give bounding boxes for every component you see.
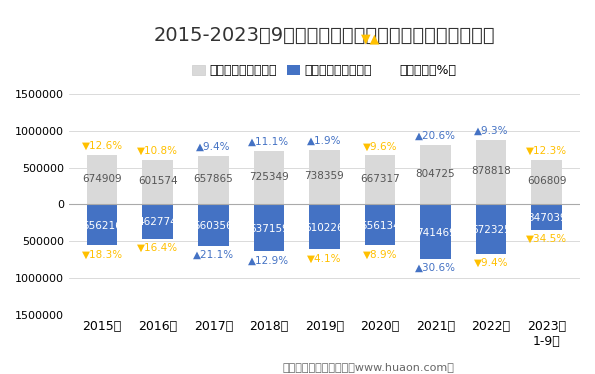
Text: 462774: 462774 [138, 217, 178, 227]
Text: 347039: 347039 [527, 213, 566, 223]
Bar [87, 205, 117, 245]
Text: 672325: 672325 [471, 225, 511, 235]
Bar [142, 205, 173, 239]
Text: 804725: 804725 [416, 169, 455, 179]
Text: 601574: 601574 [138, 177, 177, 186]
Text: ▼12.3%: ▼12.3% [526, 146, 567, 156]
Text: ▲11.1%: ▲11.1% [248, 137, 289, 147]
Text: 610226: 610226 [305, 223, 345, 233]
Text: 725349: 725349 [249, 172, 289, 182]
Text: ▼4.1%: ▼4.1% [307, 254, 342, 263]
Text: 741469: 741469 [416, 228, 455, 238]
Text: ▲30.6%: ▲30.6% [415, 263, 456, 273]
Text: ▲9.3%: ▲9.3% [474, 126, 508, 136]
Text: ▼18.3%: ▼18.3% [82, 249, 123, 260]
Text: ▲12.9%: ▲12.9% [248, 255, 289, 266]
Text: 667317: 667317 [360, 174, 400, 184]
Text: ▼34.5%: ▼34.5% [526, 234, 567, 244]
Text: 657865: 657865 [193, 174, 233, 184]
Bar [476, 140, 506, 205]
Bar [531, 205, 562, 230]
Bar [309, 205, 340, 249]
Text: ▼10.8%: ▼10.8% [137, 146, 178, 156]
Text: 637159: 637159 [249, 224, 289, 234]
Bar [420, 205, 451, 259]
Text: ▼9.4%: ▼9.4% [474, 258, 508, 268]
Bar [365, 155, 395, 205]
Legend: 出口总额（万美元）, 进口总额（万美元）, 同比增速（%）: 出口总额（万美元）, 进口总额（万美元）, 同比增速（%） [187, 59, 462, 82]
Text: 556216: 556216 [82, 221, 122, 231]
Bar [198, 156, 228, 205]
Text: 878818: 878818 [471, 166, 511, 176]
Text: 738359: 738359 [305, 171, 345, 181]
Text: ▲20.6%: ▲20.6% [415, 131, 456, 141]
Title: 2015-2023年9月湖北省外商投资企业进、出口额统计图: 2015-2023年9月湖北省外商投资企业进、出口额统计图 [154, 26, 495, 45]
Bar [531, 160, 562, 205]
Text: ▲9.4%: ▲9.4% [196, 142, 231, 152]
Text: ▲1.9%: ▲1.9% [307, 136, 342, 146]
Bar [309, 150, 340, 205]
Bar [198, 205, 228, 246]
Text: 606809: 606809 [527, 176, 566, 186]
Text: 556134: 556134 [360, 221, 400, 231]
Text: 560356: 560356 [193, 221, 233, 231]
Bar [365, 205, 395, 245]
Text: ▼▲: ▼▲ [361, 33, 380, 46]
Text: ▼9.6%: ▼9.6% [363, 141, 397, 151]
Bar [87, 155, 117, 205]
Text: ▼12.6%: ▼12.6% [82, 141, 123, 151]
Text: ▼16.4%: ▼16.4% [137, 243, 178, 252]
Text: 制图：华经产业研究院（www.huaon.com）: 制图：华经产业研究院（www.huaon.com） [283, 362, 455, 372]
Bar [420, 145, 451, 205]
Text: 674909: 674909 [82, 174, 122, 184]
Bar [253, 205, 284, 251]
Text: ▼8.9%: ▼8.9% [363, 249, 397, 260]
Bar [253, 151, 284, 205]
Text: ▲21.1%: ▲21.1% [193, 250, 234, 260]
Bar [142, 160, 173, 205]
Bar [476, 205, 506, 254]
